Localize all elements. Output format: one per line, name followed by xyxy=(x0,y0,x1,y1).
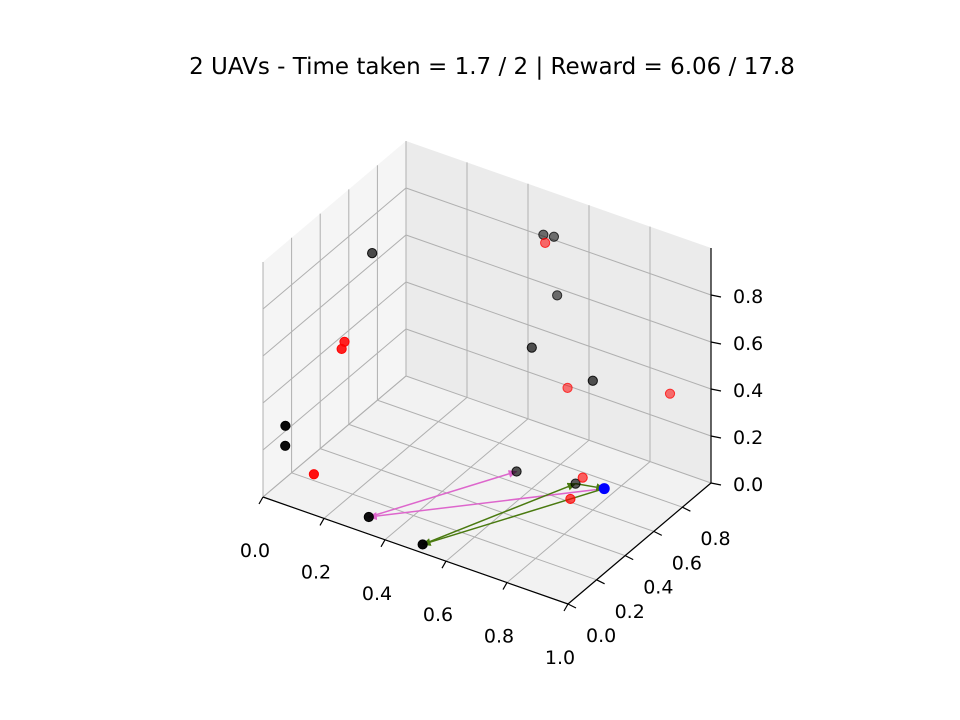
axis-lines xyxy=(262,248,712,605)
target-point-red xyxy=(565,493,576,505)
y-axis-line xyxy=(567,482,712,605)
left-pane xyxy=(263,141,406,497)
target-point-black xyxy=(417,539,428,550)
z-tick-label: 0.0 xyxy=(733,474,763,496)
y-tick-label: 0.4 xyxy=(643,577,673,599)
z-grid-line xyxy=(262,281,712,404)
z-grid-line xyxy=(262,187,712,310)
x-tick-label: 1.0 xyxy=(545,647,575,669)
z-tick-label: 0.8 xyxy=(733,286,763,308)
target-point-black xyxy=(570,478,581,489)
x-tick-mark xyxy=(258,496,264,505)
target-point-red xyxy=(577,472,588,483)
y-tick-label: 0.8 xyxy=(700,528,730,550)
z-tick-mark xyxy=(710,435,722,439)
z-axis-ticks: 0.0 0.2 0.4 0.6 0.8 xyxy=(710,286,763,496)
x-tick-mark xyxy=(319,518,325,526)
chart-title: 2 UAVs - Time taken = 1.7 / 2 | Reward =… xyxy=(189,54,795,80)
target-point-red xyxy=(308,469,319,480)
z-grid-line xyxy=(262,234,712,357)
x-axis-line xyxy=(262,496,569,605)
path-segment-uav-1 xyxy=(367,487,605,521)
uav-position-point xyxy=(598,483,610,495)
x-tick-mark xyxy=(502,582,508,590)
target-point-black xyxy=(548,231,560,242)
target-point-red xyxy=(562,382,573,393)
target-points xyxy=(280,229,676,550)
x-tick-label: 0.4 xyxy=(362,583,392,605)
target-point-black xyxy=(511,466,522,477)
y-tick-mark xyxy=(682,506,691,512)
z-grid-line xyxy=(262,375,712,498)
y-tick-mark xyxy=(567,603,577,609)
target-point-black xyxy=(526,342,537,353)
target-point-black xyxy=(363,511,374,523)
z-tick-mark xyxy=(710,294,722,298)
y-axis-ticks: 0.00.20.4 0.60.8 xyxy=(567,506,731,647)
y-tick-mark xyxy=(624,555,634,561)
y-tick-label: 0.2 xyxy=(615,601,645,623)
path-segment-uav-1 xyxy=(368,470,518,518)
z-tick-mark xyxy=(710,341,722,345)
x-tick-label: 0.8 xyxy=(484,626,514,648)
target-point-black xyxy=(367,248,378,259)
z-tick-label: 0.2 xyxy=(733,427,763,449)
x-tick-mark xyxy=(563,603,569,612)
back-pane xyxy=(406,141,711,483)
y-tick-label: 0.0 xyxy=(586,625,616,647)
target-point-black xyxy=(587,375,598,386)
path-segment-uav-2 xyxy=(422,482,577,546)
x-tick-mark xyxy=(441,560,447,569)
target-point-red xyxy=(540,237,551,248)
floor-pane xyxy=(263,376,711,604)
x-tick-label: 0.0 xyxy=(240,540,270,562)
x-tick-label: 0.2 xyxy=(301,561,331,583)
x-tick-mark xyxy=(380,539,386,548)
y-tick-mark xyxy=(653,530,663,536)
z-tick-label: 0.6 xyxy=(733,333,763,355)
z-tick-mark xyxy=(710,388,722,392)
z-tick-mark xyxy=(710,482,722,486)
target-point-red xyxy=(336,343,347,355)
x-tick-label: 0.6 xyxy=(423,604,453,626)
x-axis-ticks: 0.0 0.2 0.4 0.6 0.8 1.0 xyxy=(240,496,575,669)
target-point-black xyxy=(280,420,291,431)
y-tick-mark xyxy=(596,579,605,585)
target-point-black xyxy=(552,290,563,301)
axis-panes xyxy=(263,141,711,604)
target-point-black xyxy=(280,440,291,451)
target-point-red xyxy=(664,388,676,399)
z-tick-label: 0.4 xyxy=(733,380,763,402)
y-tick-label: 0.6 xyxy=(672,552,702,574)
z-grid-line xyxy=(262,328,712,451)
